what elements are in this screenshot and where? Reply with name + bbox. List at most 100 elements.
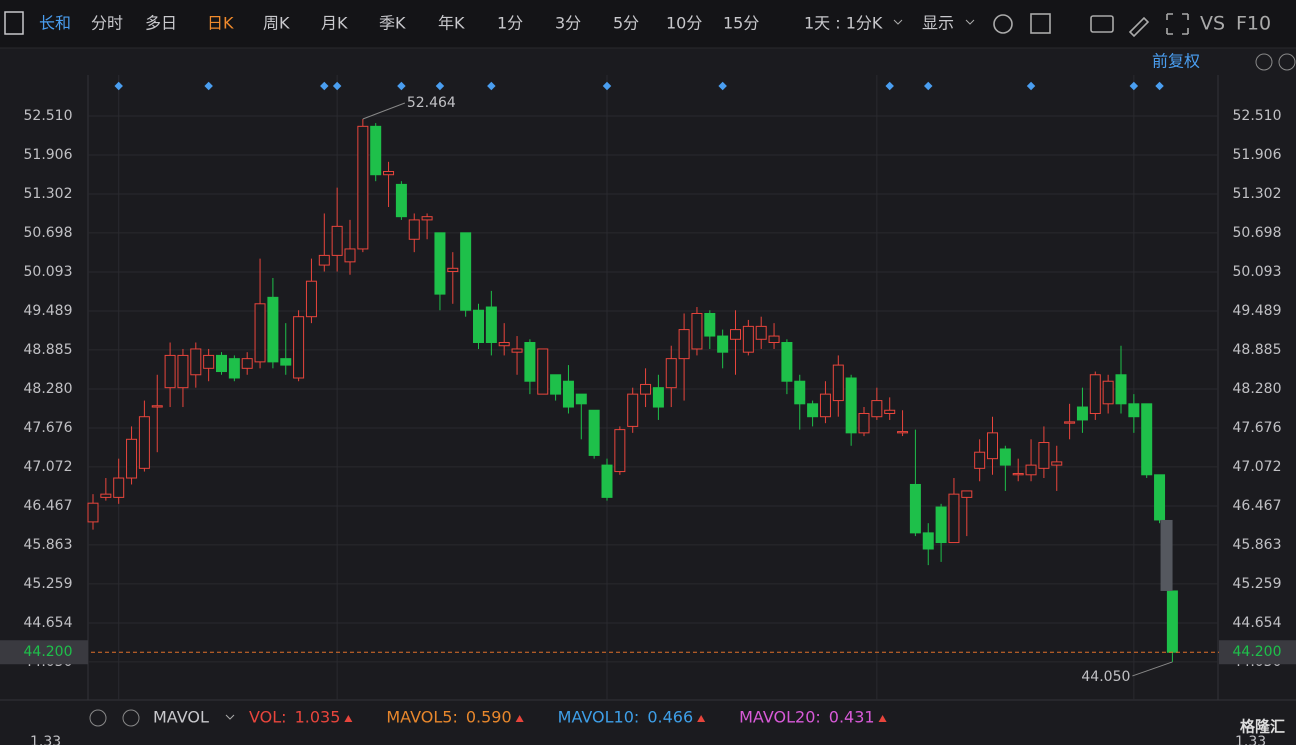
period-tab[interactable]: 周K: [263, 14, 290, 33]
period-tab[interactable]: 10分: [666, 14, 702, 33]
vs-button[interactable]: VS: [1200, 13, 1225, 35]
volume-tick: 1.33: [1235, 734, 1266, 745]
period-tab[interactable]: 分时: [91, 14, 123, 33]
candle-body: [665, 358, 677, 389]
low-label: 44.050: [1081, 669, 1130, 685]
y-tick-label-right: 51.302: [1233, 186, 1282, 202]
candle-body: [614, 429, 626, 473]
indicator-value: 0.590: [466, 708, 512, 727]
y-tick-label: 47.676: [24, 420, 73, 436]
candle-body: [485, 306, 497, 344]
price-gap: [1160, 519, 1173, 591]
candle-body: [1051, 461, 1063, 466]
candle-body: [807, 403, 819, 418]
candle-body: [344, 248, 356, 263]
indicator-name[interactable]: MAVOL: [153, 708, 209, 727]
event-marker: [435, 81, 445, 91]
candle-body: [280, 358, 292, 366]
candle-body: [1025, 464, 1037, 476]
toolbar-bg: [0, 0, 1296, 48]
camera-icon[interactable]: [1090, 15, 1114, 33]
candle-body: [819, 393, 831, 418]
candle-body: [1076, 406, 1088, 421]
event-marker: [885, 81, 894, 91]
event-marker: [602, 81, 612, 91]
indicator-value: 1.035: [295, 708, 341, 727]
period-tab[interactable]: 年K: [438, 14, 465, 33]
high-label: 52.464: [407, 95, 456, 111]
candle-body: [948, 493, 960, 544]
event-marker: [1129, 81, 1139, 91]
period-tabs: 分时 多日 日K 周K 月K 季K 年K 1分 3分 5分 10分 15分: [91, 14, 759, 33]
y-tick-label: 50.093: [24, 264, 73, 280]
zoom-in[interactable]: [1278, 53, 1296, 71]
candle-body: [730, 329, 741, 340]
trend-arrow: [697, 715, 706, 722]
candle-body: [794, 380, 806, 405]
candle-body: [421, 216, 433, 221]
event-marker: [924, 81, 933, 91]
display-select[interactable]: 显示: [922, 14, 954, 33]
period-tab[interactable]: 多日: [145, 14, 177, 33]
y-tick-label-right: 52.510: [1233, 108, 1282, 124]
candle-body: [241, 358, 253, 369]
period-tab[interactable]: 15分: [723, 14, 759, 33]
event-marker: [114, 81, 123, 91]
candle-body: [1128, 403, 1140, 418]
indicator-label: VOL:: [249, 708, 287, 727]
candle-body: [511, 348, 523, 353]
period-tab[interactable]: 5分: [613, 14, 639, 33]
fullscreen-icon[interactable]: [1166, 13, 1189, 35]
low-pointer: [1132, 661, 1173, 677]
y-tick-label-right: 51.906: [1233, 147, 1282, 163]
candle-body: [254, 303, 266, 363]
candle-body: [177, 354, 189, 389]
indicator-values: VOL: 1.035 MAVOL5: 0.590 MAVOL10: 0.466 MAVOL2…: [249, 708, 887, 727]
y-tick-label-right: 48.885: [1233, 342, 1282, 358]
candle-body: [550, 374, 562, 395]
candle-body: [524, 342, 536, 382]
candle-body: [151, 405, 163, 408]
candle-body: [858, 412, 870, 434]
stock-name[interactable]: 长和: [39, 14, 71, 33]
adjust-select[interactable]: 前复权: [1152, 52, 1200, 71]
period-tab[interactable]: 月K: [321, 14, 348, 33]
settings-icon[interactable]: [993, 14, 1013, 34]
period-tab[interactable]: 1分: [497, 14, 523, 33]
period-tab[interactable]: 日K: [207, 14, 234, 33]
candle-body: [460, 232, 472, 311]
volume-close[interactable]: [122, 709, 140, 727]
caret: [965, 19, 975, 25]
draw-icon[interactable]: [1030, 13, 1051, 34]
indicator-label: MAVOL20:: [739, 708, 821, 727]
candle-body: [138, 416, 150, 469]
candle-body: [640, 383, 652, 395]
candle-body: [961, 490, 973, 498]
f10-button[interactable]: F10: [1236, 13, 1271, 35]
volume-settings[interactable]: [89, 709, 107, 727]
candle-body: [203, 354, 215, 369]
last-price-label: 44.200: [24, 644, 73, 660]
candle-body: [1141, 403, 1153, 476]
period-tab[interactable]: 季K: [379, 14, 406, 33]
period-tab[interactable]: 3分: [555, 14, 581, 33]
y-tick-label-right: 45.863: [1233, 537, 1282, 553]
candle-body: [383, 171, 395, 176]
candle-body: [691, 312, 703, 350]
pen-icon[interactable]: [1128, 16, 1150, 38]
event-marker: [320, 81, 329, 91]
y-tick-label-right: 44.654: [1233, 615, 1282, 631]
candle-body: [987, 432, 998, 460]
range-select[interactable]: 1天 : 1分K: [804, 14, 883, 33]
zoom-out[interactable]: [1255, 53, 1273, 71]
candle-body: [408, 219, 420, 240]
candle-body: [575, 393, 587, 405]
candle-body: [601, 464, 613, 498]
candle-body: [922, 532, 934, 550]
candle-body: [293, 316, 305, 379]
menu-icon[interactable]: [4, 11, 24, 35]
candle-body: [267, 296, 279, 363]
candle-body: [974, 451, 986, 469]
trend-arrow: [515, 715, 524, 722]
